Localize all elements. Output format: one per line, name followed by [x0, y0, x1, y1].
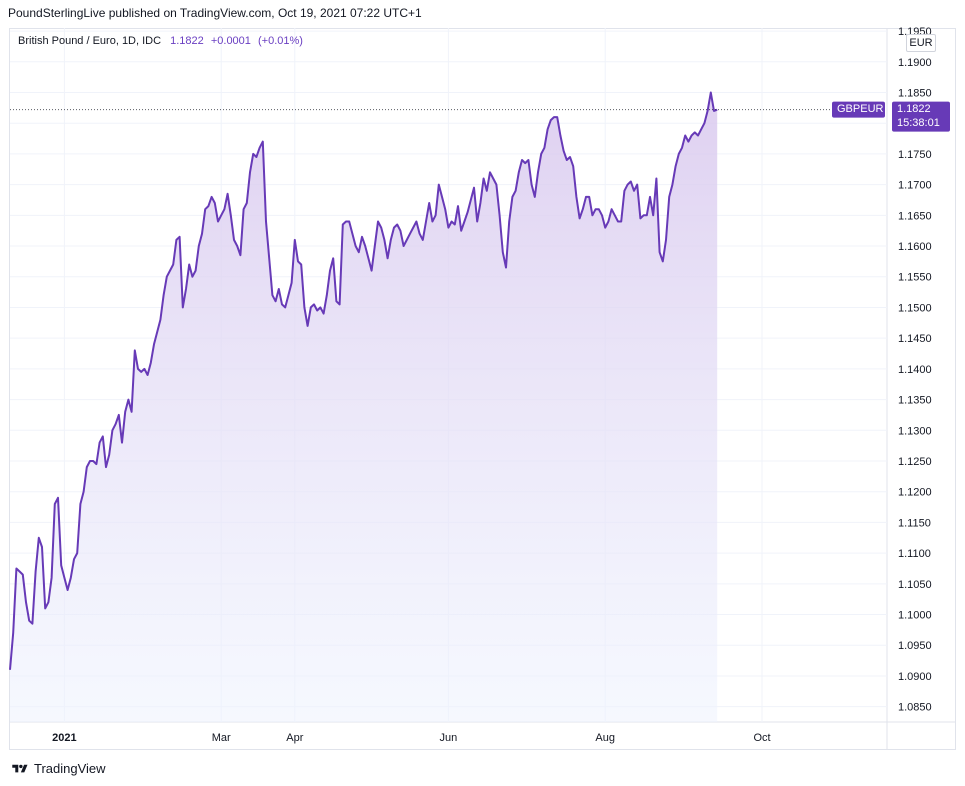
x-tick-label: Jun — [440, 732, 458, 744]
price-tag-countdown: 15:38:01 — [897, 116, 940, 129]
y-tick-label: 1.0850 — [898, 702, 932, 714]
y-tick-label: 1.1450 — [898, 333, 932, 345]
legend-value: 1.1822 — [170, 35, 204, 47]
y-tick-label: 1.1300 — [898, 425, 932, 437]
y-tick-label: 1.1650 — [898, 210, 932, 222]
area-fill — [10, 92, 718, 722]
x-tick-label: Oct — [753, 732, 770, 744]
y-tick-label: 1.1700 — [898, 180, 932, 192]
y-tick-label: 1.1050 — [898, 579, 932, 591]
price-tag-price: 1.1822 — [897, 102, 931, 115]
y-tick-label: 1.1550 — [898, 272, 932, 284]
x-tick-label: 2021 — [52, 732, 76, 744]
legend-change-pct: (+0.01%) — [257, 35, 303, 47]
y-tick-label: 1.1750 — [898, 149, 932, 161]
y-tick-label: 1.1200 — [898, 487, 932, 499]
symbol-legend: British Pound / Euro, 1D, IDC 1.1822 +0.… — [18, 35, 303, 47]
y-tick-label: 1.0900 — [898, 671, 932, 683]
x-tick-label: Apr — [286, 732, 303, 744]
tradingview-brand[interactable]: TradingView — [10, 761, 106, 776]
area-path — [10, 92, 718, 722]
legend-change: +0.0001 — [210, 35, 251, 47]
price-line — [9, 91, 718, 670]
y-tick-label: 1.1850 — [898, 87, 932, 99]
y-tick-label: 1.1500 — [898, 302, 932, 314]
chart-frame — [9, 28, 956, 750]
last-price-line — [10, 101, 950, 132]
currency-button[interactable]: EUR — [906, 34, 936, 52]
y-tick-label: 1.1400 — [898, 364, 932, 376]
x-tick-label: Mar — [212, 732, 231, 744]
series-line-gbpeur — [9, 91, 718, 670]
y-tick-label: 1.1150 — [898, 517, 931, 529]
brand-name: TradingView — [34, 761, 106, 776]
tradingview-logo-icon — [12, 764, 28, 772]
y-tick-label: 1.1350 — [898, 395, 932, 407]
legend-symbol: British Pound / Euro, 1D, IDC — [18, 35, 162, 47]
y-tick-label: 1.1000 — [898, 610, 932, 622]
x-axis: 2021 Mar Apr Jun Aug Oct — [52, 732, 770, 744]
price-tag-symbol-bg — [832, 101, 885, 118]
y-tick-label: 1.1600 — [898, 241, 932, 253]
publisher-line: PoundSterlingLive published on TradingVi… — [8, 6, 422, 20]
y-tick-label: 1.1900 — [898, 57, 932, 69]
price-tag-value-bg — [892, 101, 950, 132]
x-tick-label: Aug — [595, 732, 615, 744]
y-tick-label: 1.1250 — [898, 456, 932, 468]
y-tick-label: 1.1100 — [898, 548, 931, 560]
price-tag-symbol: GBPEUR — [837, 102, 884, 115]
y-tick-label: 1.0950 — [898, 640, 932, 652]
